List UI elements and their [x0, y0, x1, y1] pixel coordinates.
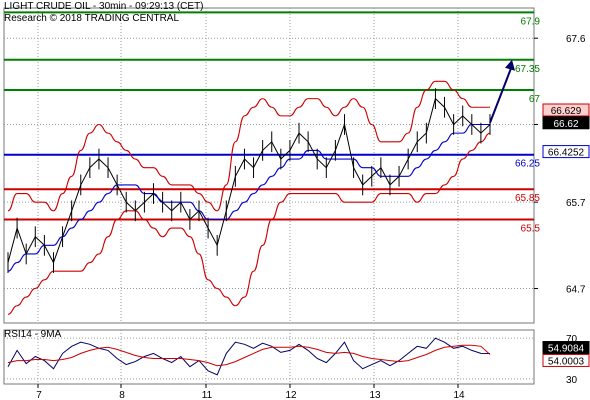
projection-arrow-head — [505, 59, 515, 71]
price-badge-label: 54.0003 — [548, 356, 585, 367]
x-tick-label: 8 — [119, 390, 125, 400]
price-badge-label: 54.9084 — [548, 344, 585, 355]
axis-layer: 781112131464.765.766.667.6307066.62966.6… — [36, 34, 590, 400]
price-badge: 54.9084 — [542, 341, 590, 355]
chart-subtitle: Research © 2018 TRADING CENTRAL — [4, 13, 179, 24]
price-badge-box — [542, 341, 590, 355]
y-tick-label: 65.7 — [566, 198, 586, 209]
level-label-resistance: 67.35 — [515, 64, 540, 75]
series-bollinger_upper — [7, 80, 490, 212]
series-layer — [7, 59, 515, 376]
rsi-tick-label: 70 — [566, 334, 578, 345]
price-badge: 54.0003 — [542, 353, 590, 367]
rsi-tick-label: 30 — [566, 375, 578, 386]
price-badge: 66.62 — [542, 116, 590, 130]
rsi-panel-title: RSI14 - 9MA — [4, 329, 62, 340]
price-badge-box — [542, 353, 590, 367]
x-tick-label: 7 — [36, 390, 42, 400]
level-label-resistance: 67.9 — [521, 16, 541, 27]
price-badge-box — [542, 116, 590, 130]
price-badge-label: 66.629 — [551, 106, 582, 117]
series-rsi_ma — [7, 344, 491, 367]
y-tick-label: 67.6 — [566, 34, 586, 45]
level-layer: 67.9 67.35 67 66.25 65.85 65.5 — [4, 11, 541, 234]
series-bollinger_lower — [7, 132, 491, 315]
price-badge-box — [542, 145, 590, 159]
level-label-support: 65.85 — [515, 193, 540, 204]
level-label-pivot: 66.25 — [515, 159, 540, 170]
series-moving_average — [7, 123, 491, 272]
rsi-panel-frame — [3, 329, 535, 385]
series-price — [7, 97, 491, 264]
grid-layer — [3, 7, 535, 385]
series-rsi — [7, 337, 491, 376]
chart-title: LIGHT CRUDE OIL - 30min - 09:29:13 (CET) — [4, 1, 204, 12]
price-badge-label: 66.4252 — [548, 148, 585, 159]
price-badge-box — [542, 103, 590, 117]
level-label-resistance: 67 — [529, 94, 541, 105]
price-badge: 66.629 — [542, 103, 590, 117]
projection-arrow-shaft — [489, 65, 513, 124]
x-tick-label: 13 — [369, 390, 381, 400]
level-label-support: 65.5 — [521, 223, 541, 234]
x-tick-label: 14 — [453, 390, 465, 400]
price-badge: 66.4252 — [542, 145, 590, 159]
y-tick-label: 64.7 — [566, 284, 586, 295]
main-panel-frame — [3, 7, 535, 324]
price-badge-label: 66.62 — [553, 119, 578, 130]
x-tick-label: 12 — [285, 390, 297, 400]
x-tick-label: 11 — [202, 390, 213, 400]
